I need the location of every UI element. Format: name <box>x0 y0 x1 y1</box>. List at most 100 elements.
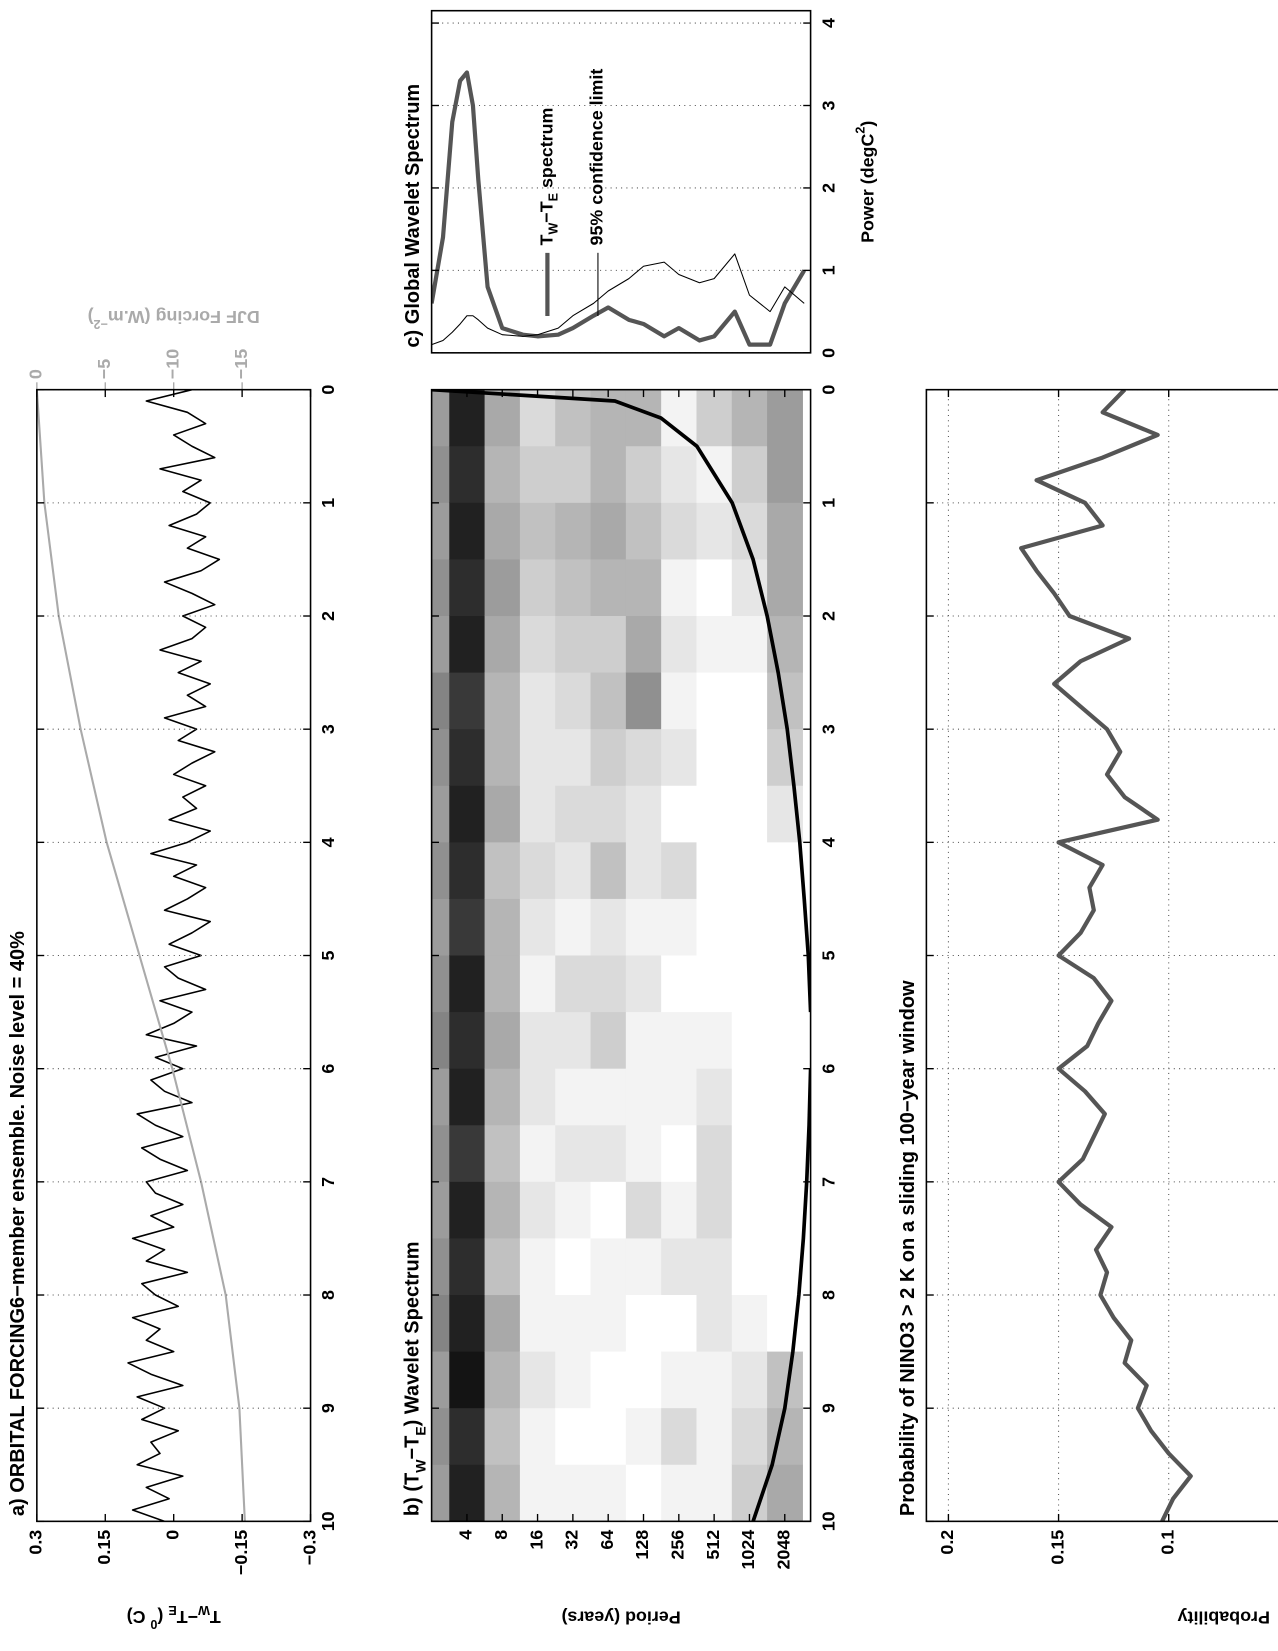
y-tick-label: 64 <box>597 1530 617 1550</box>
heatmap-cell <box>519 785 556 843</box>
heatmap-cell <box>661 898 698 956</box>
heatmap-cell <box>519 1294 556 1352</box>
plot-area <box>431 389 811 1522</box>
heatmap-cell <box>661 445 698 503</box>
heatmap-cell <box>661 672 698 730</box>
heatmap-cell <box>731 1181 768 1239</box>
heatmap-cell <box>590 1068 627 1126</box>
heatmap-cell <box>661 1464 698 1522</box>
heatmap-cell <box>661 1294 698 1352</box>
y2-axis-label-part: ) <box>88 307 94 327</box>
heatmap-cell <box>625 898 662 956</box>
heatmap-cell <box>590 615 627 673</box>
heatmap-cell <box>519 672 556 730</box>
heatmap-cell <box>696 502 733 560</box>
heatmap-cell <box>696 1011 733 1069</box>
heatmap-cell <box>696 672 733 730</box>
heatmap-cell <box>449 1124 486 1182</box>
heatmap-cell <box>661 1068 698 1126</box>
heatmap-cell <box>449 615 486 673</box>
x-axis-label-part: Power (degC <box>857 134 877 243</box>
heatmap-cell <box>661 1351 698 1409</box>
heatmap-cell <box>555 898 592 956</box>
heatmap-cell <box>519 615 556 673</box>
heatmap-cell <box>661 1181 698 1239</box>
heatmap-cell <box>696 785 733 843</box>
heatmap-cell <box>555 1181 592 1239</box>
heatmap-cell <box>555 1407 592 1465</box>
heatmap-cell <box>767 672 803 730</box>
heatmap-cell <box>519 1124 556 1182</box>
heatmap-cell <box>590 1237 627 1296</box>
heatmap-cell <box>555 1011 592 1069</box>
heatmap-cell <box>484 1464 521 1522</box>
y-tick-label: 512 <box>703 1530 723 1560</box>
y-tick-label: −0.15 <box>231 1530 251 1575</box>
x-tick-label: 2 <box>818 611 838 621</box>
heatmap-cell <box>449 954 486 1013</box>
heatmap-cell <box>661 502 698 560</box>
heatmap-cell <box>449 389 486 447</box>
heatmap-cell <box>661 558 698 617</box>
heatmap-cell <box>731 1294 768 1352</box>
heatmap-cell <box>625 1011 662 1069</box>
y-axis-label: Probability <box>1178 1607 1270 1627</box>
heatmap-cell <box>661 615 698 673</box>
heatmap-cell <box>661 954 698 1013</box>
heatmap-cell <box>555 841 592 899</box>
heatmap-cell <box>625 841 662 899</box>
heatmap-cell <box>519 1351 556 1409</box>
heatmap-cell <box>484 1124 521 1182</box>
x-tick-label: 0 <box>818 385 838 395</box>
legend-label-part: W <box>547 223 561 235</box>
panel-title-part: E <box>412 1426 428 1435</box>
x-tick-label: 9 <box>318 1403 338 1413</box>
series-line <box>431 389 811 1522</box>
heatmap-cell <box>555 1237 592 1296</box>
heatmap-cell <box>484 1011 521 1069</box>
heatmap-cell <box>731 1351 768 1409</box>
heatmap-cell <box>767 445 803 503</box>
heatmap-cell <box>484 1294 521 1352</box>
heatmap-cell <box>555 1464 592 1522</box>
heatmap-cell <box>625 1351 662 1409</box>
heatmap-cell <box>484 898 521 956</box>
heatmap-cell <box>590 1351 627 1409</box>
heatmap-cell <box>555 672 592 730</box>
heatmap-cell <box>731 728 768 786</box>
heatmap-cell <box>661 389 698 447</box>
heatmap-cell <box>590 1294 627 1352</box>
heatmap-cell <box>449 1068 486 1126</box>
heatmap-cell <box>731 1237 768 1296</box>
heatmap-cell <box>661 1237 698 1296</box>
axes-frame <box>36 388 312 1523</box>
heatmap-cell <box>555 558 592 617</box>
heatmap-cell <box>484 615 521 673</box>
x-tick-label: 1 <box>818 498 838 508</box>
heatmap-cell <box>555 1068 592 1126</box>
heatmap-cell <box>449 1181 486 1239</box>
heatmap-cell <box>625 1124 662 1182</box>
heatmap-cell <box>555 389 592 447</box>
y-tick-label: −0.3 <box>299 1530 319 1565</box>
legend-label-part: −T <box>536 201 556 222</box>
heatmap-cell <box>767 1237 803 1296</box>
heatmap-cell <box>484 1237 521 1296</box>
panel-title-part: W <box>412 1459 428 1473</box>
series-line <box>431 253 805 346</box>
y-tick-label: 8 <box>491 1530 511 1540</box>
heatmap-cell <box>555 785 592 843</box>
y-tick-label: 2048 <box>773 1530 793 1570</box>
y-tick-label: 0.2 <box>937 1530 957 1555</box>
heatmap-cell <box>590 672 627 730</box>
heatmap-cell <box>555 502 592 560</box>
x-tick-label: 4 <box>818 18 838 28</box>
heatmap-cell <box>661 841 698 899</box>
heatmap-cell <box>449 785 486 843</box>
heatmap-cell <box>696 954 733 1013</box>
heatmap-cell <box>590 1407 627 1465</box>
x-axis-label-part: 2 <box>854 127 868 134</box>
heatmap-cell <box>696 1464 733 1522</box>
heatmap-cell <box>519 558 556 617</box>
